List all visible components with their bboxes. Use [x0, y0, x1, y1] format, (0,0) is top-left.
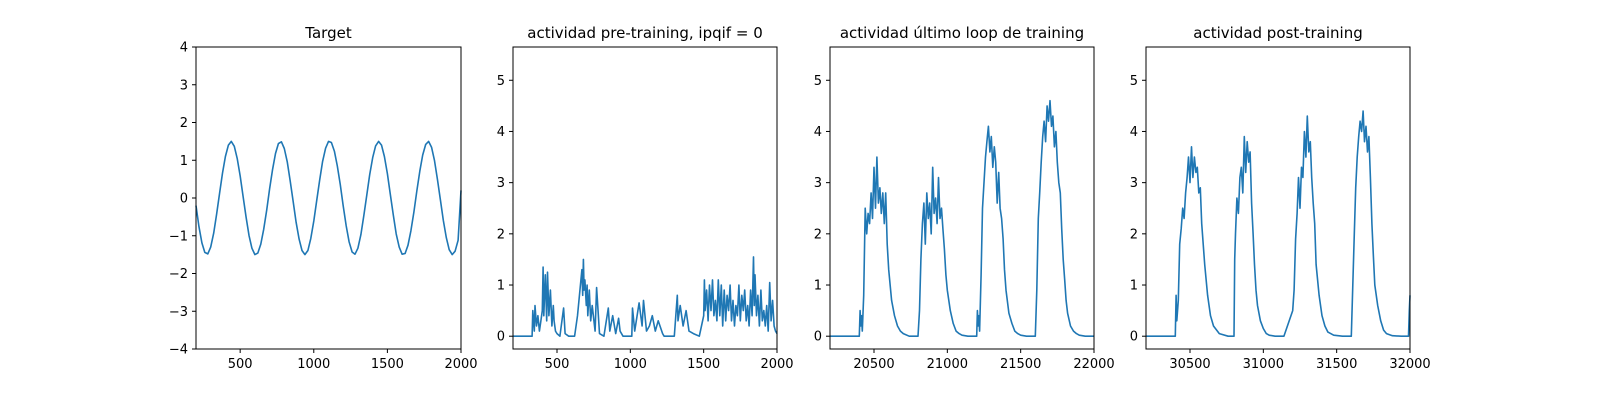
y-tick-label: 3 — [497, 176, 505, 191]
x-tick-label: 30500 — [1169, 357, 1210, 372]
x-tick-label: 1000 — [614, 357, 647, 372]
y-tick-label: 3 — [814, 176, 822, 191]
y-tick-label: 4 — [814, 125, 822, 140]
x-tick-label: 1500 — [371, 357, 404, 372]
panel-2-series-line — [513, 256, 778, 337]
x-tick-label: 20500 — [853, 357, 894, 372]
y-tick-label: 4 — [1130, 125, 1138, 140]
x-tick-label: 21000 — [927, 357, 968, 372]
x-tick-label: 22000 — [1073, 357, 1114, 372]
y-tick-label: 1 — [814, 279, 822, 294]
panel-3: actividad último loop de training 20500 2… — [814, 24, 1115, 372]
panel-3-title: actividad último loop de training — [840, 24, 1084, 42]
y-tick-label: 5 — [1130, 74, 1138, 89]
y-tick-label: 0 — [814, 330, 822, 345]
panel-2-title: actividad pre-training, ipqif = 0 — [527, 24, 763, 42]
y-tick-label: 0 — [1130, 330, 1138, 345]
x-tick-label: 2000 — [444, 357, 477, 372]
x-tick-label: 2000 — [760, 357, 793, 372]
y-tick-label: −1 — [169, 229, 188, 244]
y-tick-label: 2 — [180, 116, 188, 131]
panel-4: actividad post-training 30500 31000 31500 3… — [1130, 24, 1431, 372]
x-tick-label: 1000 — [297, 357, 330, 372]
panel-2: actividad pre-training, ipqif = 0 500 100… — [497, 24, 794, 372]
panel-2-axes — [512, 46, 778, 350]
y-tick-label: 5 — [497, 74, 505, 89]
y-tick-label: 0 — [497, 330, 505, 345]
y-tick-label: 0 — [180, 192, 188, 207]
x-tick-label: 32000 — [1389, 357, 1430, 372]
panel-4-series-line — [1146, 110, 1411, 337]
y-tick-label: 3 — [180, 78, 188, 93]
x-tick-label: 31500 — [1316, 357, 1357, 372]
y-tick-label: 1 — [1130, 279, 1138, 294]
panel-3-axes — [829, 46, 1095, 350]
panel-1-title: Target — [304, 24, 352, 42]
y-tick-label: −2 — [169, 267, 188, 282]
panel-1-series-line — [195, 140, 462, 256]
x-tick-label: 31000 — [1243, 357, 1284, 372]
x-tick-label: 500 — [228, 357, 253, 372]
y-tick-label: 2 — [497, 227, 505, 242]
panel-1-axes — [195, 46, 462, 350]
y-tick-label: 4 — [180, 41, 188, 56]
x-tick-label: 1500 — [687, 357, 720, 372]
y-tick-label: −3 — [169, 305, 188, 320]
panel-3-series-line — [830, 99, 1094, 337]
y-tick-label: 5 — [814, 74, 822, 89]
y-tick-label: 2 — [814, 227, 822, 242]
x-tick-label: 500 — [545, 357, 570, 372]
y-tick-label: −4 — [169, 343, 188, 358]
panel-4-axes — [1145, 46, 1411, 350]
panel-1: Target 500 1000 1500 2000 −4 −3 −2 −1 0 1 2 3 4 — [169, 24, 478, 372]
y-tick-label: 1 — [497, 279, 505, 294]
y-tick-label: 2 — [1130, 227, 1138, 242]
y-tick-label: 3 — [1130, 176, 1138, 191]
panel-4-title: actividad post-training — [1193, 24, 1362, 42]
y-tick-label: 4 — [497, 125, 505, 140]
y-tick-label: 1 — [180, 154, 188, 169]
x-tick-label: 21500 — [1000, 357, 1041, 372]
